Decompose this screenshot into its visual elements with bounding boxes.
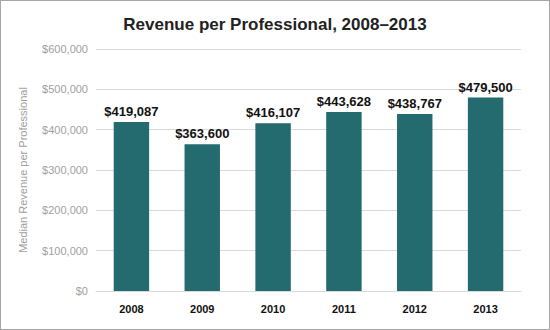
svg-text:$0: $0 xyxy=(76,285,88,297)
svg-text:2010: 2010 xyxy=(261,303,285,315)
svg-text:$500,000: $500,000 xyxy=(42,83,88,95)
svg-text:Revenue per Professional, 2008: Revenue per Professional, 2008–2013 xyxy=(123,15,426,34)
svg-text:$200,000: $200,000 xyxy=(42,204,88,216)
svg-text:Median Revenue per Professiona: Median Revenue per Professional xyxy=(17,87,29,253)
svg-text:2013: 2013 xyxy=(473,303,497,315)
svg-text:$300,000: $300,000 xyxy=(42,164,88,176)
svg-text:2012: 2012 xyxy=(403,303,427,315)
svg-text:$443,628: $443,628 xyxy=(317,94,371,109)
svg-text:$479,500: $479,500 xyxy=(458,80,512,95)
svg-text:2008: 2008 xyxy=(119,303,143,315)
svg-text:$400,000: $400,000 xyxy=(42,124,88,136)
svg-text:$416,107: $416,107 xyxy=(246,105,300,120)
svg-text:$438,767: $438,767 xyxy=(388,96,442,111)
svg-text:$600,000: $600,000 xyxy=(42,43,88,55)
svg-text:2011: 2011 xyxy=(332,303,356,315)
svg-text:$100,000: $100,000 xyxy=(42,245,88,257)
svg-text:2009: 2009 xyxy=(190,303,214,315)
svg-text:$363,600: $363,600 xyxy=(175,126,229,141)
svg-text:$419,087: $419,087 xyxy=(104,104,158,119)
